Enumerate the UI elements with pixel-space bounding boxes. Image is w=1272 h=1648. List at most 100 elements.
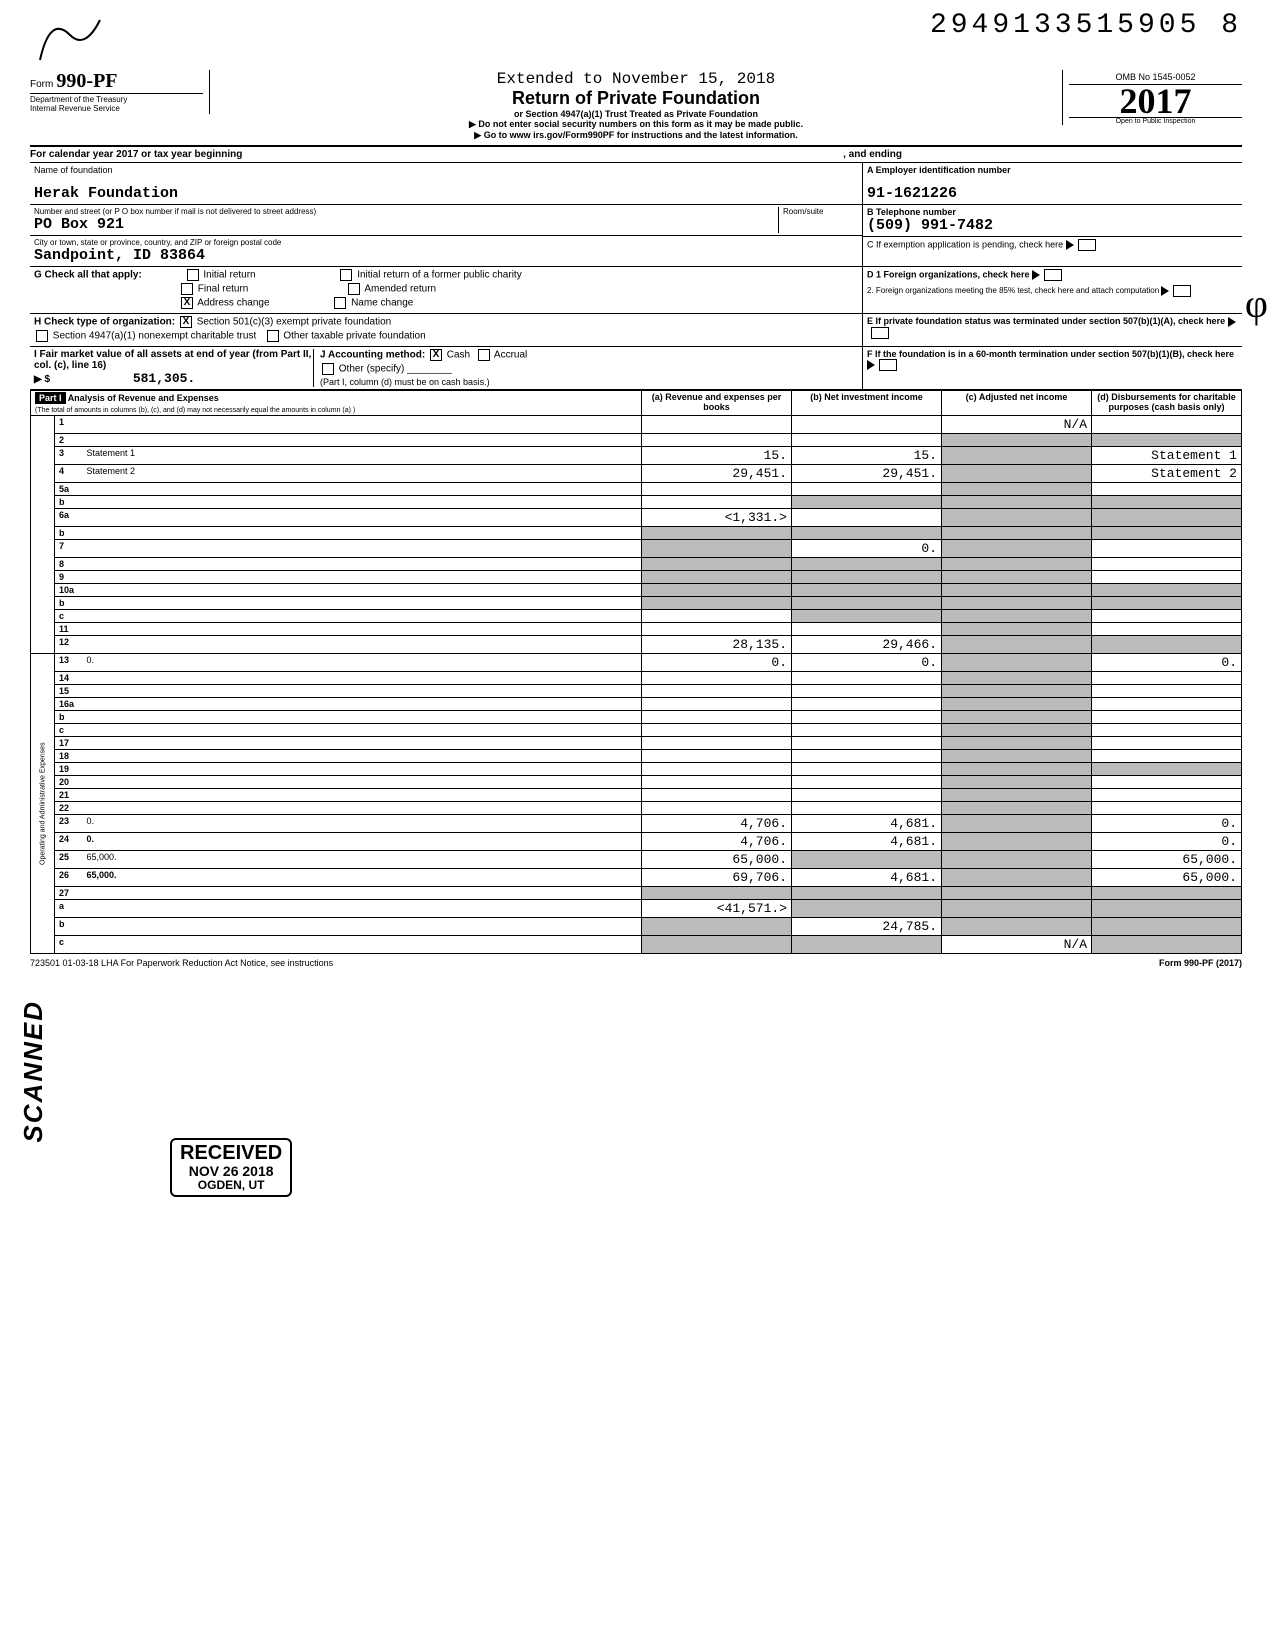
cb-other-tax[interactable]: [267, 330, 279, 342]
cb-initial[interactable]: [187, 269, 199, 281]
amount-a: [642, 610, 792, 623]
amount-a: [642, 936, 792, 954]
table-row: b: [31, 597, 1242, 610]
amount-a: [642, 540, 792, 558]
foundation-name: Herak Foundation: [34, 185, 858, 202]
amount-a: [642, 416, 792, 434]
amount-a: [642, 711, 792, 724]
line-number: 5a: [55, 483, 83, 496]
cb-accrual[interactable]: [478, 349, 490, 361]
footer-right: Form 990-PF (2017): [1159, 958, 1242, 968]
table-row: 1228,135.29,466.: [31, 636, 1242, 654]
amount-c: [942, 776, 1092, 789]
line-desc: Statement 2: [83, 465, 642, 483]
table-row: 15: [31, 685, 1242, 698]
amount-c: N/A: [942, 936, 1092, 954]
line-desc: [83, 610, 642, 623]
amount-b: [792, 900, 942, 918]
line-number: 16a: [55, 698, 83, 711]
check-g-row: G Check all that apply: Initial return I…: [30, 267, 1242, 314]
amount-b: 4,681.: [792, 869, 942, 887]
dln-number: 2949133515905 8: [930, 10, 1242, 41]
line-desc: [83, 802, 642, 815]
amount-a: <41,571.>: [642, 900, 792, 918]
amount-d: [1092, 789, 1242, 802]
amount-c: [942, 918, 1092, 936]
amount-c: [942, 869, 1092, 887]
h-other-tax: Other taxable private foundation: [283, 331, 425, 342]
amount-b: 0.: [792, 654, 942, 672]
g-address: Address change: [197, 298, 269, 309]
amount-a: [642, 597, 792, 610]
form-number: 990-PF: [56, 70, 117, 92]
amount-b: [792, 571, 942, 584]
g-amended: Amended return: [364, 284, 436, 295]
received-stamp: RECEIVED NOV 26 2018 OGDEN, UT: [170, 1138, 292, 1197]
col-c-header: (c) Adjusted net income: [942, 391, 1092, 416]
line-number: 12: [55, 636, 83, 654]
table-row: 2565,000.65,000.65,000.: [31, 851, 1242, 869]
line-number: 21: [55, 789, 83, 802]
amount-d: 65,000.: [1092, 851, 1242, 869]
amount-a: [642, 887, 792, 900]
amount-b: 15.: [792, 447, 942, 465]
amount-b: 29,451.: [792, 465, 942, 483]
line-desc: [83, 623, 642, 636]
part1-table: Part I Analysis of Revenue and Expenses …: [30, 390, 1242, 954]
amount-a: 4,706.: [642, 833, 792, 851]
amount-a: 28,135.: [642, 636, 792, 654]
amount-b: [792, 776, 942, 789]
amount-c: [942, 887, 1092, 900]
j-accrual: Accrual: [494, 350, 527, 361]
line-desc: [83, 416, 642, 434]
amount-c: [942, 833, 1092, 851]
line-desc: [83, 789, 642, 802]
line-desc: 0.: [83, 815, 642, 833]
table-row: 10a: [31, 584, 1242, 597]
amount-b: 24,785.: [792, 918, 942, 936]
amount-c: [942, 802, 1092, 815]
cb-amended[interactable]: [348, 283, 360, 295]
amount-d: [1092, 610, 1242, 623]
line-number: 7: [55, 540, 83, 558]
side-expenses: Operating and Administrative Expenses: [31, 654, 55, 954]
cb-address[interactable]: X: [181, 297, 193, 309]
cb-initial-charity[interactable]: [340, 269, 352, 281]
amount-d: [1092, 571, 1242, 584]
amount-a: [642, 802, 792, 815]
form-prefix: Form: [30, 79, 53, 90]
table-row: 18: [31, 750, 1242, 763]
amount-b: [792, 496, 942, 509]
amount-c: [942, 711, 1092, 724]
line-number: b: [55, 496, 83, 509]
table-row: Operating and Administrative Expenses130…: [31, 654, 1242, 672]
amount-a: [642, 776, 792, 789]
line-desc: [83, 763, 642, 776]
table-row: 21: [31, 789, 1242, 802]
g-final: Final return: [198, 284, 249, 295]
line-number: c: [55, 610, 83, 623]
cb-4947[interactable]: [36, 330, 48, 342]
amount-b: [792, 434, 942, 447]
cb-name-change[interactable]: [334, 297, 346, 309]
cb-501c3[interactable]: X: [180, 316, 192, 328]
line-desc: [83, 597, 642, 610]
table-row: b: [31, 711, 1242, 724]
ein-value: 91-1621226: [867, 185, 1238, 202]
amount-d: [1092, 900, 1242, 918]
amount-b: [792, 698, 942, 711]
line-number: 23: [55, 815, 83, 833]
cb-cash[interactable]: X: [430, 349, 442, 361]
cb-other-method[interactable]: [322, 363, 334, 375]
line-desc: 65,000.: [83, 851, 642, 869]
amount-c: N/A: [942, 416, 1092, 434]
amount-c: [942, 571, 1092, 584]
amount-a: [642, 918, 792, 936]
col-b-header: (b) Net investment income: [792, 391, 942, 416]
amount-b: [792, 685, 942, 698]
line-desc: 0.: [83, 654, 642, 672]
amount-d: [1092, 737, 1242, 750]
amount-c: [942, 815, 1092, 833]
amount-c: [942, 900, 1092, 918]
cb-final[interactable]: [181, 283, 193, 295]
